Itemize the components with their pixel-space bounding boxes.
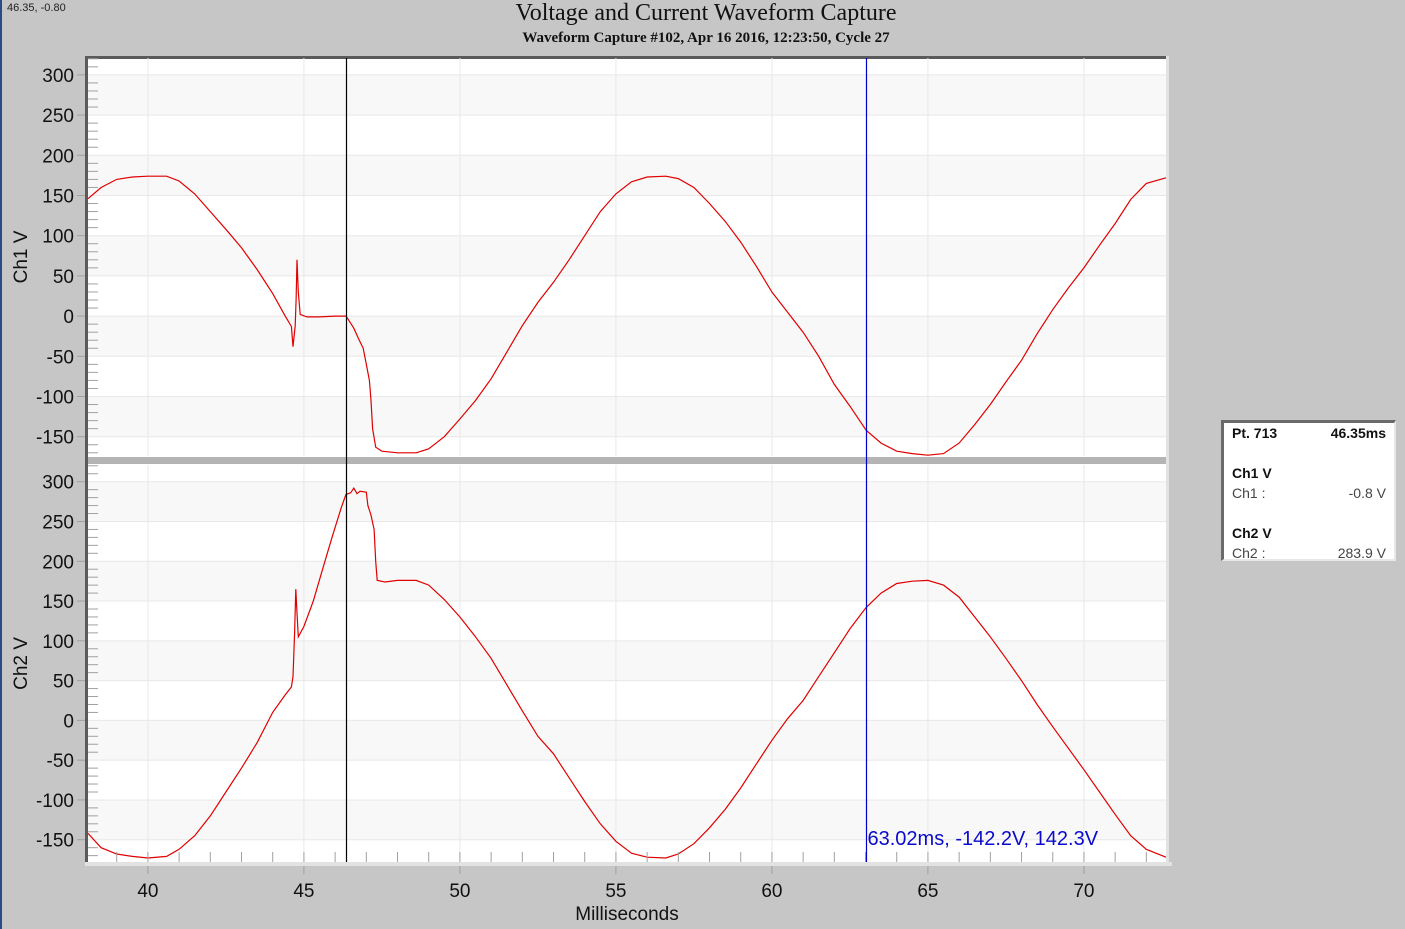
y-tick-label: -100 [36,388,74,409]
y-tick-label: 250 [42,106,74,127]
ch2-value: 283.9 V [1337,545,1386,561]
ch1-panel[interactable]: 300 250 200 150 100 50 0 -50 -100 -150 Ch1 V [11,58,1167,456]
ch1-value: -0.8 V [1348,485,1386,501]
ch1-heading-label: Ch1 V [1232,465,1272,481]
chart-subtitle: Waveform Capture #102, Apr 16 2016, 12:2… [522,30,890,46]
ch2-panel[interactable]: 300 250 200 150 100 50 0 -50 -100 -150 Ch2 V [11,465,1167,862]
y-axis-title: Ch1 V [11,230,32,283]
x-axis-title: Milliseconds [575,904,678,925]
panel-separator[interactable] [88,457,1166,464]
x-tick-label: 60 [761,881,782,902]
y-tick-label: -150 [36,831,74,852]
ch2-heading-label: Ch2 V [1232,525,1272,541]
y-tick-label: 150 [42,186,74,207]
ch1-value-row: Ch1 : -0.8 V [1232,485,1386,501]
y-tick-label: 150 [42,592,74,613]
y-tick-label: -50 [47,751,74,772]
y-tick-label: -100 [36,791,74,812]
y-tick-label: -50 [47,347,74,368]
x-tick-label: 55 [605,881,626,902]
waveform-trace-ch1 [87,175,1167,456]
x-tick-label: 65 [917,881,938,902]
y-tick-label: 300 [42,66,74,87]
y-tick-label: 200 [42,146,74,167]
y-tick-label: 200 [42,552,74,573]
ch2-name: Ch2 : [1232,545,1266,561]
y-tick-label: 300 [42,473,74,494]
y-tick-label: 100 [42,632,74,653]
x-tick-label: 70 [1073,881,1094,902]
window-left-edge [0,0,2,929]
cursor-info-box: Pt. 713 46.35ms Ch1 V Ch1 : -0.8 V Ch2 V… [1221,420,1396,561]
cursor-readout: 63.02ms, -142.2V, 142.3V [868,828,1099,850]
x-tick-label: 45 [293,881,314,902]
y-tick-label: 50 [53,267,74,288]
waveform-trace-ch2 [87,486,1167,859]
point-label: Pt. 713 [1232,425,1278,441]
ch1-name: Ch1 : [1232,485,1266,501]
y-axis-title: Ch2 V [11,637,32,690]
x-tick-label: 50 [449,881,470,902]
mouse-coordinate-readout: 46.35, -0.80 [7,2,66,14]
x-tick-label: 40 [137,881,158,902]
y-tick-label: 50 [53,672,74,693]
x-axis: 40 45 50 55 60 65 70 Milliseconds [116,852,1147,925]
cursors[interactable]: 63.02ms, -142.2V, 142.3V [345,58,1099,862]
ch2-value-row: Ch2 : 283.9 V [1232,545,1386,561]
ch1-heading: Ch1 V [1232,465,1386,481]
y-tick-label: 100 [42,227,74,248]
chart-title: Voltage and Current Waveform Capture [515,0,897,26]
y-tick-label: 0 [63,711,74,732]
y-tick-label: 250 [42,512,74,533]
time-label: 46.35ms [1330,425,1386,441]
info-header-row: Pt. 713 46.35ms [1232,425,1386,441]
ch2-heading: Ch2 V [1232,525,1386,541]
y-tick-label: 0 [63,307,74,328]
y-tick-label: -150 [36,428,74,449]
